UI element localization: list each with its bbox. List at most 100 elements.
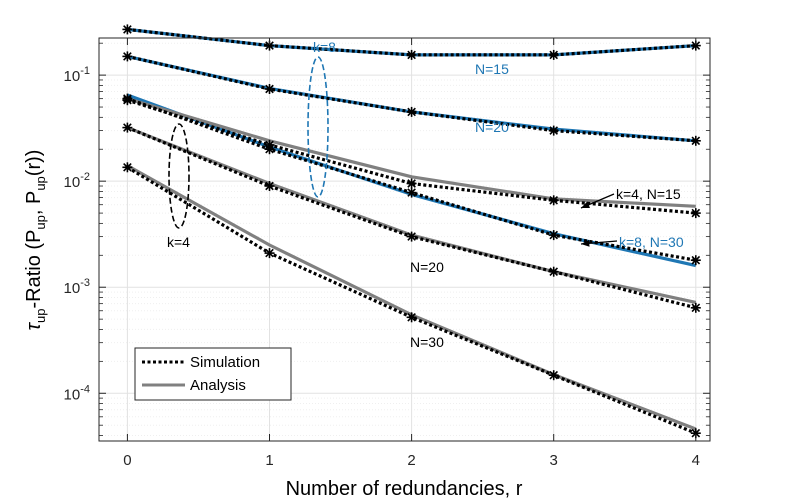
marker-stroke (549, 50, 559, 60)
data-point (548, 370, 559, 381)
axes-frame (98, 37, 711, 442)
marker-stroke (691, 303, 701, 313)
annotation-labels: k=8 k=4 N=15 N=20 N=20 N=30 k=4, N=15 k=… (167, 39, 684, 350)
y-label-part2-sub: up (33, 176, 48, 190)
y-tick-label: 10-4 (64, 383, 90, 403)
y-axis-label: τup-Ratio (Pup, Pup(r)) (23, 150, 48, 331)
marker-stroke (691, 41, 701, 50)
annotation-n20-black: N=20 (410, 259, 444, 275)
ticks: 10-1 10-2 10-3 10-4 0 1 2 3 4 (64, 38, 710, 469)
data-point (690, 135, 701, 146)
y-label-tau: τ (23, 321, 45, 330)
marker-stroke (691, 136, 701, 146)
plot-area: 10-1 10-2 10-3 10-4 0 1 2 3 4 (64, 24, 711, 469)
marker-stroke (265, 181, 274, 191)
y-tick-label: 10-1 (64, 65, 90, 85)
series-line-k-4-n-15-simulation (126, 98, 696, 215)
data-point (406, 106, 417, 117)
legend: Simulation Analysis (134, 347, 292, 401)
data-point (406, 178, 417, 189)
series-line-k-8-n-15-simulation (127, 27, 696, 57)
data-point (264, 248, 275, 259)
series-line-k-8-n-20-simulation (127, 54, 696, 143)
ellipse-k4 (168, 123, 190, 229)
marker-stroke (265, 248, 274, 258)
data-point (264, 181, 275, 191)
data-point (264, 84, 275, 94)
data-point (406, 231, 417, 242)
data-point (122, 162, 133, 173)
arrow-head (581, 239, 590, 247)
marker-stroke (549, 267, 559, 277)
data-point (406, 312, 417, 323)
x-tick-label: 0 (123, 452, 131, 469)
marker-stroke (549, 195, 559, 205)
legend-box (134, 347, 292, 401)
marker-stroke (549, 230, 559, 240)
y-label-part1: -Ratio (P (23, 230, 45, 309)
data-point (690, 255, 701, 266)
x-tick-label: 2 (407, 452, 415, 469)
x-tick-label: 4 (692, 452, 700, 469)
data-point (548, 195, 559, 206)
marker-stroke (549, 370, 559, 380)
y-label-part3: (r)) (23, 150, 45, 177)
data-point (548, 125, 559, 136)
data-point (406, 49, 417, 60)
y-tick-label: 10-3 (64, 277, 90, 297)
marker-stroke (265, 84, 274, 94)
y-label-part2: , P (23, 191, 45, 215)
y-tick-label: 10-2 (64, 171, 90, 191)
series (122, 24, 701, 439)
marker-stroke (691, 208, 701, 218)
annotation-n20-blue: N=20 (475, 119, 509, 135)
data-point (548, 230, 559, 241)
ellipse-k8 (307, 56, 329, 198)
marker-stroke (407, 188, 416, 197)
marker-stroke (407, 179, 416, 188)
data-point (264, 139, 275, 150)
legend-analysis-label: Analysis (190, 377, 246, 394)
annotation-k4-n15: k=4, N=15 (616, 186, 681, 202)
annotation-k4: k=4 (167, 234, 190, 250)
marker-stroke (691, 428, 701, 438)
data-point (406, 187, 417, 198)
data-point (122, 95, 133, 106)
marker-stroke (123, 162, 132, 172)
y-label-tau-sub: up (33, 308, 48, 322)
marker-stroke (123, 95, 132, 105)
annotation-k8: k=8 (313, 39, 336, 55)
marker-stroke (123, 25, 132, 34)
marker-stroke (407, 232, 416, 241)
data-point (548, 266, 559, 277)
annotation-n15: N=15 (475, 61, 509, 77)
marker-stroke (407, 107, 416, 117)
x-axis-label: Number of redundancies, r (286, 478, 523, 500)
marker-stroke (123, 123, 132, 132)
legend-simulation-label: Simulation (190, 354, 260, 371)
annotation-k8-n30: k=8, N=30 (619, 234, 684, 250)
series-line-k-4-n-15-analysis (126, 97, 696, 208)
data-point (690, 302, 701, 313)
marker-stroke (549, 126, 559, 135)
marker-stroke (691, 255, 701, 265)
data-point (122, 51, 133, 62)
marker-stroke (123, 52, 132, 61)
marker-stroke (265, 41, 274, 50)
marker-stroke (265, 140, 274, 150)
y-label-part1-sub: up (33, 215, 48, 229)
annotation-n30: N=30 (410, 334, 444, 350)
annotation-shapes (168, 56, 618, 247)
data-point (690, 208, 701, 219)
marker-stroke (407, 50, 416, 60)
x-tick-label: 1 (265, 452, 273, 469)
x-tick-label: 3 (550, 452, 558, 469)
data-point (122, 122, 133, 133)
data-point (122, 24, 133, 35)
marker-stroke (407, 312, 416, 322)
arrow-k4-n15 (580, 193, 615, 209)
arrow-k8-n30 (580, 239, 618, 247)
arrow-head (581, 201, 590, 208)
data-point (548, 49, 559, 60)
